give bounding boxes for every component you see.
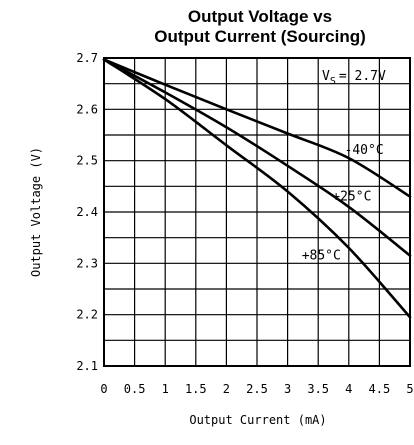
series-line-plus-25c bbox=[102, 58, 412, 257]
x-axis-label: Output Current (mA) bbox=[189, 413, 326, 427]
series-label-plus-85c: +85°C bbox=[302, 249, 341, 264]
tick-labels: 0 0.5 1 1.5 2 2.5 3 3.5 4 4.5 5 2.1 2.2 2.3 2.4 2.5 2.6 2… bbox=[76, 51, 413, 396]
chart-title-line-2: Output Current (Sourcing) bbox=[154, 27, 366, 46]
series-labels: -40°C +25°C +85°C bbox=[302, 143, 384, 264]
x-tick-label: 4 bbox=[345, 382, 352, 396]
y-tick-label: 2.4 bbox=[76, 205, 98, 219]
x-tick-label: 3 bbox=[284, 382, 291, 396]
series-line-plus-85c bbox=[102, 58, 412, 319]
x-tick-label: 1.5 bbox=[185, 382, 207, 396]
y-tick-label: 2.3 bbox=[76, 256, 98, 270]
x-tick-label: 2.5 bbox=[246, 382, 268, 396]
series-group bbox=[102, 58, 412, 319]
condition-label: VS = 2.7V bbox=[322, 69, 386, 87]
x-tick-label: 2 bbox=[223, 382, 230, 396]
plot-frame bbox=[103, 57, 411, 367]
y-tick-label: 2.6 bbox=[76, 102, 98, 116]
x-tick-label: 1 bbox=[162, 382, 169, 396]
x-tick-label: 0 bbox=[100, 382, 107, 396]
series-label-plus-25c: +25°C bbox=[332, 190, 371, 205]
condition-subscript: S bbox=[330, 76, 336, 87]
x-tick-label: 5 bbox=[406, 382, 413, 396]
y-axis-label: Output Voltage (V) bbox=[29, 147, 43, 277]
condition-value: = 2.7V bbox=[339, 69, 386, 84]
series-line-minus-40c bbox=[102, 58, 412, 198]
chart-title-line-1: Output Voltage vs bbox=[188, 7, 332, 26]
grid bbox=[104, 58, 410, 366]
y-tick-label: 2.2 bbox=[76, 308, 98, 322]
condition-symbol: V bbox=[322, 69, 330, 84]
y-tick-label: 2.7 bbox=[76, 51, 98, 65]
x-tick-label: 3.5 bbox=[307, 382, 329, 396]
x-tick-label: 4.5 bbox=[369, 382, 391, 396]
y-tick-label: 2.5 bbox=[76, 154, 98, 168]
series-label-minus-40c: -40°C bbox=[345, 143, 384, 158]
x-tick-label: 0.5 bbox=[124, 382, 146, 396]
y-tick-label: 2.1 bbox=[76, 359, 98, 373]
